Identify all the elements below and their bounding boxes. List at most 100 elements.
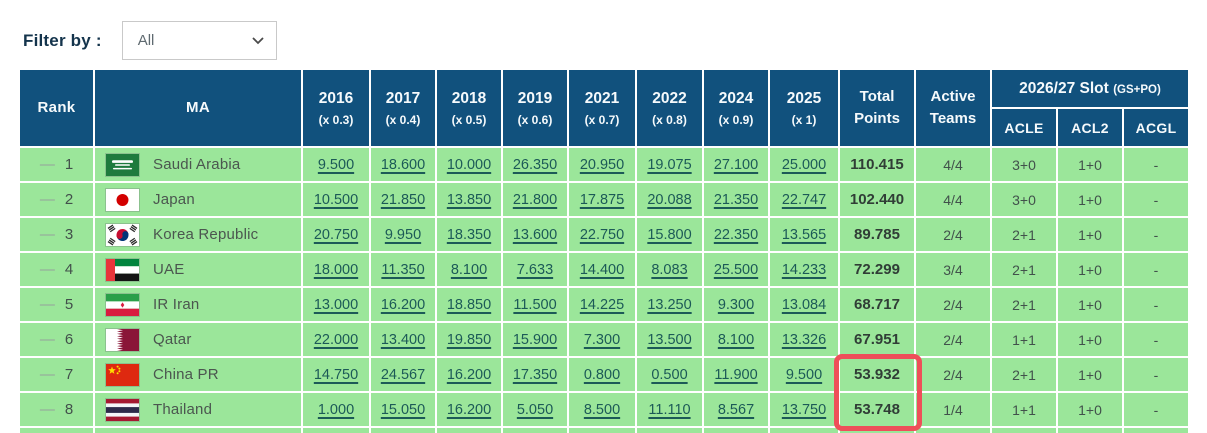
points-link[interactable]: 8.083 [651, 262, 688, 278]
points-link[interactable]: 8.100 [717, 332, 755, 348]
points-link[interactable]: 13.565 [781, 227, 827, 243]
points-link[interactable]: 9.950 [384, 227, 422, 243]
points-link[interactable]: 7.300 [583, 332, 621, 348]
points-link[interactable]: 22.750 [579, 227, 625, 243]
points-link[interactable]: 15.050 [380, 402, 426, 418]
points-link[interactable]: 25.500 [713, 262, 759, 278]
points-link[interactable]: 13.600 [512, 227, 558, 243]
points-link[interactable]: 11.900 [714, 367, 758, 383]
points-link[interactable]: 14.225 [579, 297, 625, 313]
points-link[interactable]: 13.250 [647, 297, 692, 313]
points-link[interactable]: 20.750 [313, 227, 359, 243]
country-name: UAE [153, 261, 185, 278]
points-link[interactable]: 16.200 [446, 402, 492, 418]
filter-label: Filter by : [23, 30, 102, 50]
points-link[interactable]: 1.000 [317, 402, 355, 418]
points-link[interactable]: 18.000 [313, 262, 359, 278]
active-teams-cell: 1/4 [916, 393, 992, 428]
points-link[interactable]: 20.088 [647, 192, 692, 208]
year-points-cell: 22.000 [303, 323, 371, 358]
ma-cell: Japan [95, 183, 303, 218]
acl2-slot-cell: 1+0 [1058, 218, 1124, 253]
points-link[interactable]: 22.747 [781, 192, 827, 208]
acle-slot-cell: 1+1 [992, 323, 1058, 358]
year-points-cell: 8.100 [437, 253, 503, 288]
points-link[interactable]: 21.350 [713, 192, 759, 208]
points-link[interactable]: 13.000 [313, 297, 359, 313]
points-link[interactable]: 18.850 [446, 297, 492, 313]
col-header-year-2021: 2021 (x 0.7) [569, 70, 637, 148]
ma-cell: UAE [95, 253, 303, 288]
acl2-slot-cell: 1+0 [1058, 323, 1124, 358]
points-link[interactable]: 21.850 [380, 192, 426, 208]
points-link[interactable]: 27.100 [713, 157, 759, 173]
table-row: —1 Saudi Arabia 9.500 18.600 10.000 26.350 20.… [20, 148, 1190, 183]
active-teams-cell: 3/4 [916, 253, 992, 288]
points-link[interactable]: 8.100 [450, 262, 488, 278]
points-link[interactable]: 13.750 [781, 402, 827, 418]
table-row: —6 Qatar 22.000 13.400 19.850 15.900 7.300 13.5… [20, 323, 1190, 358]
points-link[interactable]: 11.500 [513, 297, 557, 313]
points-link[interactable]: 9.300 [717, 297, 755, 313]
points-link[interactable]: 17.875 [579, 192, 625, 208]
points-link[interactable]: 13.850 [446, 192, 492, 208]
trend-dash-icon: — [39, 261, 55, 278]
points-link[interactable]: 19.850 [446, 332, 492, 348]
points-link[interactable]: 9.500 [785, 367, 823, 383]
points-link[interactable]: 14.400 [579, 262, 625, 278]
points-link[interactable]: 5.050 [516, 402, 554, 418]
points-link[interactable]: 11.110 [648, 402, 691, 418]
points-link[interactable]: 20.950 [579, 157, 625, 173]
points-link[interactable]: 11.350 [381, 262, 425, 278]
points-link[interactable]: 21.800 [512, 192, 558, 208]
points-link[interactable]: 25.000 [781, 157, 827, 173]
acgl-slot-cell: - [1124, 288, 1190, 323]
year-points-cell: 22.350 [704, 218, 770, 253]
points-link[interactable]: 7.633 [516, 262, 554, 278]
year-points-cell: 13.326 [770, 323, 840, 358]
flag-japan-icon [106, 188, 139, 211]
trend-dash-icon: — [39, 191, 55, 208]
points-link[interactable]: 13.400 [380, 332, 426, 348]
points-link[interactable]: 14.750 [313, 367, 359, 383]
total-points-cell: 53.748 [840, 393, 916, 428]
points-link[interactable]: 8.567 [717, 402, 755, 418]
points-link[interactable]: 15.900 [512, 332, 558, 348]
points-link[interactable]: 24.567 [380, 367, 426, 383]
points-link[interactable]: 0.800 [583, 367, 621, 383]
col-header-slot-group: 2026/27 Slot (GS+PO) [992, 70, 1190, 109]
year-points-cell: 14.750 [303, 358, 371, 393]
points-link[interactable]: 15.800 [647, 227, 692, 243]
year-points-cell: 9.500 [770, 358, 840, 393]
year-points-cell: 14.225 [569, 288, 637, 323]
table-row: —3 Korea Republic 20.750 9.950 18.350 13.600 2… [20, 218, 1190, 253]
total-points-cell: 110.415 [840, 148, 916, 183]
points-link[interactable]: 0.500 [651, 367, 688, 383]
points-link[interactable]: 22.350 [713, 227, 759, 243]
points-link[interactable]: 19.075 [647, 157, 692, 173]
points-link[interactable]: 13.326 [781, 332, 827, 348]
active-teams-cell: 2/4 [916, 358, 992, 393]
points-link[interactable]: 22.000 [313, 332, 359, 348]
points-link[interactable]: 13.084 [781, 297, 827, 313]
year-points-cell: 17.875 [569, 183, 637, 218]
ma-cell: Thailand [95, 393, 303, 428]
points-link[interactable]: 8.500 [583, 402, 621, 418]
points-link[interactable]: 17.350 [512, 367, 558, 383]
points-link[interactable]: 18.600 [380, 157, 426, 173]
year-points-cell: 15.800 [637, 218, 704, 253]
col-header-ma: MA [95, 70, 303, 148]
points-link[interactable]: 10.000 [446, 157, 492, 173]
points-link[interactable]: 14.233 [781, 262, 827, 278]
filter-select[interactable]: All [121, 21, 277, 60]
points-link[interactable]: 10.500 [313, 192, 359, 208]
points-link[interactable]: 9.500 [317, 157, 355, 173]
country-name: China PR [153, 366, 219, 383]
table-row: —2 Japan 10.500 21.850 13.850 21.800 17.875 20.… [20, 183, 1190, 218]
points-link[interactable]: 18.350 [446, 227, 492, 243]
points-link[interactable]: 16.200 [446, 367, 492, 383]
points-link[interactable]: 13.500 [647, 332, 692, 348]
year-points-cell: 21.350 [704, 183, 770, 218]
points-link[interactable]: 26.350 [512, 157, 558, 173]
points-link[interactable]: 16.200 [380, 297, 426, 313]
